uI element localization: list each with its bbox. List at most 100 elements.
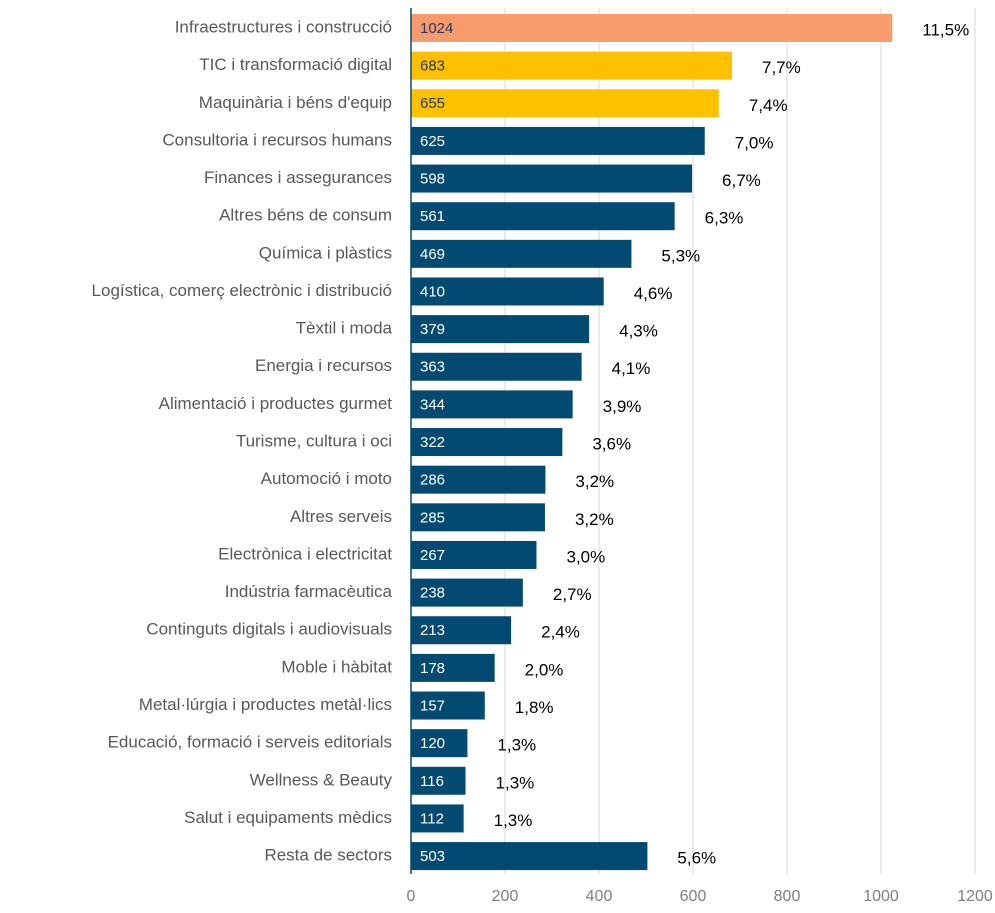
category-label: Automoció i moto	[261, 469, 392, 488]
category-label: Energia i recursos	[255, 356, 392, 375]
bar	[411, 428, 563, 457]
share-label: 3,9%	[603, 397, 642, 416]
value-label: 655	[420, 95, 445, 112]
bar	[411, 164, 693, 193]
x-tick-label: 200	[492, 888, 519, 905]
share-label: 2,4%	[541, 623, 580, 642]
category-label: Electrònica i electricitat	[218, 544, 392, 563]
category-label: Química i plàstics	[259, 243, 392, 262]
bar	[411, 653, 495, 682]
bar	[411, 51, 733, 80]
value-label: 286	[420, 472, 445, 489]
category-label: Altres serveis	[290, 507, 392, 526]
bar	[411, 89, 719, 118]
value-label: 267	[420, 547, 445, 564]
share-label: 2,0%	[525, 660, 564, 679]
value-label: 116	[420, 773, 444, 790]
value-label: 379	[420, 321, 445, 338]
share-label: 4,1%	[612, 359, 651, 378]
value-label: 469	[420, 246, 445, 263]
bar	[411, 729, 468, 758]
value-label: 1024	[420, 20, 453, 37]
value-label: 410	[420, 283, 445, 300]
bar	[411, 578, 523, 607]
share-label: 4,6%	[634, 284, 673, 303]
bar	[411, 239, 632, 268]
category-label: Infraestructures i construcció	[175, 17, 392, 36]
x-tick-label: 400	[586, 888, 613, 905]
bar	[411, 202, 675, 231]
category-label: Metal·lúrgia i productes metàl·lics	[139, 695, 392, 714]
bar	[411, 540, 537, 569]
value-label: 625	[420, 133, 445, 150]
value-label: 503	[420, 848, 445, 865]
share-label: 1,3%	[494, 811, 533, 830]
category-label: TIC i transformació digital	[199, 55, 392, 74]
share-label: 5,3%	[661, 246, 700, 265]
share-label: 1,3%	[496, 773, 535, 792]
category-label: Continguts digitals i audiovisuals	[146, 620, 392, 639]
share-label: 1,8%	[515, 698, 554, 717]
bar	[411, 14, 893, 42]
bar	[411, 465, 546, 494]
value-label: 561	[420, 208, 445, 225]
x-tick-label: 0	[407, 888, 416, 905]
value-label: 683	[420, 58, 445, 75]
category-label: Moble i hàbitat	[281, 657, 392, 676]
category-label: Finances i assegurances	[204, 168, 392, 187]
bar	[411, 766, 466, 795]
category-label: Educació, formació i serveis editorials	[108, 733, 392, 752]
value-label: 285	[420, 509, 445, 526]
category-label: Salut i equipaments mèdics	[184, 808, 392, 827]
bar	[411, 804, 464, 833]
share-label: 7,0%	[735, 133, 774, 152]
category-label: Consultoria i recursos humans	[162, 130, 392, 149]
share-label: 3,0%	[566, 547, 605, 566]
value-label: 178	[420, 660, 445, 677]
category-label: Logística, comerç electrònic i distribuc…	[92, 281, 392, 300]
category-label: Tèxtil i moda	[296, 319, 393, 338]
share-label: 11,5%	[922, 20, 969, 39]
bar	[411, 691, 485, 720]
x-tick-label: 800	[774, 888, 801, 905]
share-label: 2,7%	[553, 585, 592, 604]
bar	[411, 277, 604, 306]
category-label: Alimentació i productes gurmet	[159, 394, 393, 413]
value-label: 363	[420, 359, 445, 376]
bar	[411, 352, 582, 381]
share-label: 1,3%	[497, 736, 536, 755]
share-label: 6,3%	[705, 209, 744, 228]
bar	[411, 315, 590, 344]
bar	[411, 126, 705, 155]
bar	[411, 842, 648, 871]
share-label: 5,6%	[677, 849, 716, 868]
value-label: 120	[420, 735, 445, 752]
category-label: Resta de sectors	[264, 846, 392, 865]
category-label: Altres béns de consum	[219, 206, 392, 225]
category-label: Wellness & Beauty	[250, 770, 393, 789]
bar	[411, 503, 545, 532]
value-label: 238	[420, 585, 445, 602]
share-label: 7,7%	[762, 58, 801, 77]
x-tick-label: 1200	[957, 888, 993, 905]
value-label: 157	[420, 697, 445, 714]
value-label: 322	[420, 434, 445, 451]
share-label: 3,2%	[575, 472, 614, 491]
value-label: 213	[420, 622, 445, 639]
value-label: 344	[420, 396, 445, 413]
share-label: 6,7%	[722, 171, 761, 190]
category-label: Maquinària i béns d'equip	[199, 93, 392, 112]
share-label: 4,3%	[619, 322, 658, 341]
x-tick-label: 1000	[863, 888, 899, 905]
x-tick-label: 600	[680, 888, 707, 905]
category-label: Indústria farmacèutica	[225, 582, 393, 601]
share-label: 3,2%	[575, 510, 614, 529]
bar	[411, 616, 512, 645]
value-label: 598	[420, 171, 445, 188]
share-label: 3,6%	[592, 435, 631, 454]
share-label: 7,4%	[749, 96, 788, 115]
bar	[411, 390, 573, 419]
category-label: Turisme, cultura i oci	[236, 432, 392, 451]
value-label: 112	[420, 810, 444, 827]
